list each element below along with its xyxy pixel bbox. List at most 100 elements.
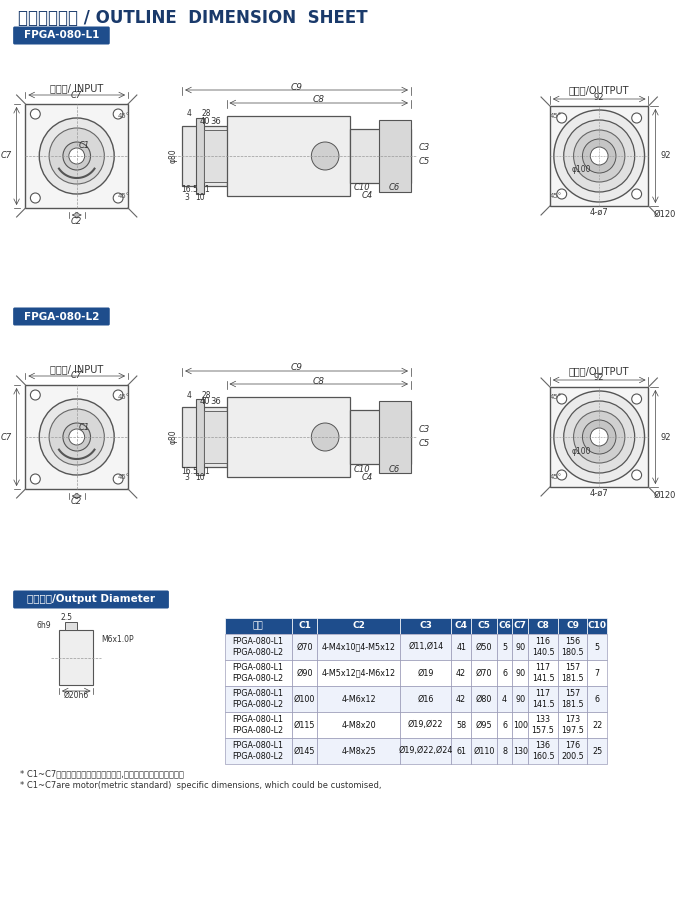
Text: FPGA-080-L1
FPGA-080-L2: FPGA-080-L1 FPGA-080-L2 bbox=[233, 637, 284, 657]
Text: Ø120: Ø120 bbox=[653, 491, 676, 500]
Bar bbox=[587, 712, 607, 738]
Text: C7: C7 bbox=[71, 372, 83, 381]
Bar bbox=[529, 712, 558, 738]
Text: 16.5: 16.5 bbox=[181, 185, 198, 194]
Bar bbox=[400, 660, 451, 686]
Text: * C1~C7是公制標準馬達連接板之尺寸,可根據客戶要求單獨定做。: * C1~C7是公制標準馬達連接板之尺寸,可根據客戶要求單獨定做。 bbox=[20, 770, 183, 778]
Circle shape bbox=[554, 391, 644, 483]
Text: C4: C4 bbox=[362, 192, 373, 201]
Text: C5: C5 bbox=[477, 622, 490, 631]
Text: 25: 25 bbox=[592, 746, 602, 755]
Text: 61: 61 bbox=[456, 746, 466, 755]
Text: C2: C2 bbox=[71, 217, 83, 226]
Circle shape bbox=[582, 139, 616, 173]
Circle shape bbox=[557, 470, 567, 480]
Circle shape bbox=[69, 429, 85, 445]
Text: Ø50: Ø50 bbox=[475, 643, 492, 652]
Text: 28: 28 bbox=[201, 391, 211, 400]
Bar bbox=[587, 618, 607, 634]
Text: 3: 3 bbox=[185, 193, 190, 202]
Bar bbox=[558, 738, 587, 764]
Text: C3: C3 bbox=[419, 622, 432, 631]
Bar bbox=[496, 712, 512, 738]
Bar bbox=[550, 106, 649, 206]
Bar bbox=[587, 738, 607, 764]
Text: C5: C5 bbox=[419, 438, 430, 447]
Text: Ø16: Ø16 bbox=[417, 695, 434, 704]
Bar bbox=[529, 686, 558, 712]
Text: Ø115: Ø115 bbox=[294, 721, 315, 730]
Text: 4-ø7: 4-ø7 bbox=[590, 208, 608, 217]
Circle shape bbox=[113, 109, 123, 119]
Text: C2: C2 bbox=[71, 498, 83, 507]
Bar bbox=[451, 738, 471, 764]
Text: C10: C10 bbox=[588, 622, 607, 631]
Bar bbox=[529, 738, 558, 764]
Text: C8: C8 bbox=[313, 376, 325, 385]
Text: Ø80: Ø80 bbox=[475, 695, 492, 704]
Text: M6x1.0P: M6x1.0P bbox=[102, 635, 134, 644]
Circle shape bbox=[113, 390, 123, 400]
Text: C7: C7 bbox=[514, 622, 527, 631]
Text: C10: C10 bbox=[353, 184, 370, 193]
Circle shape bbox=[557, 394, 567, 404]
Text: 45°: 45° bbox=[550, 474, 562, 480]
Text: 157
181.5: 157 181.5 bbox=[561, 689, 584, 708]
Circle shape bbox=[557, 113, 567, 123]
Text: 4-ø7: 4-ø7 bbox=[590, 489, 608, 498]
Bar bbox=[529, 634, 558, 660]
FancyBboxPatch shape bbox=[13, 26, 110, 44]
Text: 45°: 45° bbox=[118, 193, 130, 199]
Bar bbox=[400, 712, 451, 738]
Circle shape bbox=[31, 474, 40, 484]
Text: 16.5: 16.5 bbox=[181, 466, 198, 475]
Text: C9: C9 bbox=[566, 622, 579, 631]
Circle shape bbox=[63, 423, 91, 451]
Bar bbox=[558, 686, 587, 712]
Text: C7: C7 bbox=[1, 151, 12, 160]
Text: 尺寸: 尺寸 bbox=[253, 622, 263, 631]
Text: C6: C6 bbox=[498, 622, 511, 631]
Bar bbox=[292, 738, 317, 764]
Bar bbox=[379, 401, 411, 473]
Bar bbox=[196, 118, 204, 194]
Text: FPGA-080-L1: FPGA-080-L1 bbox=[24, 31, 99, 40]
Text: 42: 42 bbox=[456, 669, 466, 678]
Text: 100: 100 bbox=[513, 721, 528, 730]
Text: 45°: 45° bbox=[118, 394, 130, 400]
Bar bbox=[317, 634, 400, 660]
Bar bbox=[471, 618, 496, 634]
Text: C4: C4 bbox=[362, 472, 373, 482]
Text: 58: 58 bbox=[456, 721, 466, 730]
Bar bbox=[512, 712, 529, 738]
Text: C6: C6 bbox=[389, 184, 400, 193]
Text: C9: C9 bbox=[291, 364, 303, 373]
Circle shape bbox=[31, 390, 40, 400]
Bar bbox=[400, 738, 451, 764]
Text: 輸出端/OUTPUT: 輸出端/OUTPUT bbox=[569, 85, 629, 95]
Bar bbox=[512, 634, 529, 660]
Bar bbox=[471, 738, 496, 764]
Text: 90: 90 bbox=[516, 669, 525, 678]
Text: 45°: 45° bbox=[118, 474, 130, 480]
Text: C8: C8 bbox=[313, 95, 325, 104]
Circle shape bbox=[574, 130, 625, 182]
Text: C2: C2 bbox=[352, 622, 365, 631]
Circle shape bbox=[312, 423, 339, 451]
Bar bbox=[400, 634, 451, 660]
Circle shape bbox=[40, 399, 114, 475]
Text: φ80: φ80 bbox=[168, 429, 177, 445]
Text: 45°: 45° bbox=[550, 113, 562, 119]
Bar bbox=[25, 104, 128, 208]
Bar bbox=[65, 622, 77, 630]
Text: FPGA-080-L1
FPGA-080-L2: FPGA-080-L1 FPGA-080-L2 bbox=[233, 716, 284, 734]
FancyBboxPatch shape bbox=[13, 308, 110, 326]
Circle shape bbox=[49, 128, 104, 184]
Circle shape bbox=[554, 110, 644, 202]
Bar bbox=[379, 120, 411, 192]
Text: 176
200.5: 176 200.5 bbox=[561, 742, 584, 760]
Text: 90: 90 bbox=[516, 695, 525, 704]
Bar bbox=[292, 618, 317, 634]
Text: 40: 40 bbox=[199, 116, 209, 125]
Text: * C1~C7are motor(metric standard)  specific dimensions, which could be customise: * C1~C7are motor(metric standard) specif… bbox=[20, 781, 381, 790]
